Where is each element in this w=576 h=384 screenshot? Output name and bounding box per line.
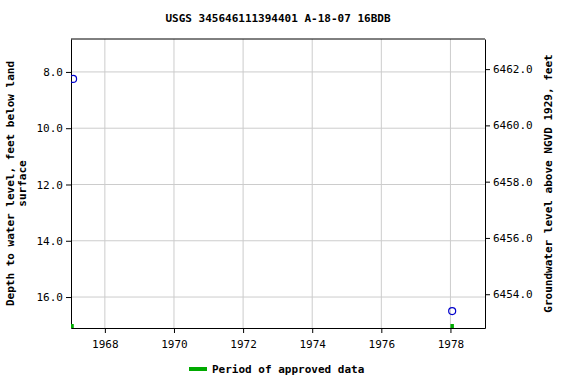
tick: 6456.0 <box>485 232 533 245</box>
tick-label: 1978 <box>438 338 465 351</box>
tick-mark <box>450 328 451 333</box>
tick: 6462.0 <box>485 63 533 76</box>
grid-line <box>71 128 485 129</box>
tick: 12.0 <box>37 179 72 192</box>
tick-mark <box>243 328 244 333</box>
tick-mark <box>381 328 382 333</box>
tick: 1974 <box>299 328 326 351</box>
axis: 1968 1970 1972 1974 1976 1978 <box>72 328 486 351</box>
tick-label: 1968 <box>92 338 119 351</box>
tick: 16.0 <box>37 291 72 304</box>
tick: 8.0 <box>43 66 71 79</box>
axis-title: surface <box>16 160 29 207</box>
tick: 1970 <box>161 328 188 351</box>
tick-label: 6458.0 <box>493 176 533 189</box>
tick: 14.0 <box>37 235 72 248</box>
tick-mark <box>312 328 313 333</box>
frame <box>71 39 485 40</box>
tick-mark <box>485 69 490 70</box>
tick: 1978 <box>438 328 465 351</box>
tick-mark <box>66 241 71 242</box>
tick-mark <box>174 328 175 333</box>
tick-label: 6456.0 <box>493 232 533 245</box>
axis-title: Groundwater level above NGVD 1929, feet <box>542 54 555 312</box>
tick: 6460.0 <box>485 119 533 132</box>
grid-line <box>312 39 313 328</box>
tick-label: 16.0 <box>37 291 64 304</box>
approved-period <box>450 324 453 328</box>
grid-line <box>381 39 382 328</box>
marks <box>71 75 456 328</box>
grid-line <box>173 39 174 328</box>
tick: 10.0 <box>37 122 72 135</box>
tick: 1976 <box>369 328 396 351</box>
grid-line <box>71 240 485 241</box>
grid-line <box>243 39 244 328</box>
legend: Period of approved data <box>189 363 364 376</box>
tick-mark <box>66 72 71 73</box>
axis: 6454.0 6456.0 6458.0 6460.0 6462.0 <box>485 40 533 329</box>
tick-label: 6460.0 <box>493 119 533 132</box>
grid-line <box>450 39 451 328</box>
chart: 1968 1970 1972 1974 1976 1978 8.0 10.0 12.0 14.0 1… <box>0 0 576 384</box>
tick-label: 1976 <box>369 338 396 351</box>
tick-label: 1970 <box>161 338 188 351</box>
grid-line <box>71 184 485 185</box>
tick: 1972 <box>230 328 257 351</box>
axis-line <box>72 328 486 329</box>
tick-label: 6462.0 <box>493 63 533 76</box>
tick-label: 12.0 <box>37 179 64 192</box>
grid-line <box>104 39 105 328</box>
tick-mark <box>485 125 490 126</box>
grid-line <box>71 71 485 72</box>
tick-mark <box>485 294 490 295</box>
tick-label: 8.0 <box>43 66 63 79</box>
point <box>449 308 456 315</box>
tick-mark <box>105 328 106 333</box>
tick-mark <box>66 184 71 185</box>
tick-label: 14.0 <box>37 235 64 248</box>
tick: 6454.0 <box>485 288 533 301</box>
tick-mark <box>485 182 490 183</box>
tick-mark <box>66 297 71 298</box>
tick-label: 1972 <box>230 338 257 351</box>
tick: 1968 <box>92 328 119 351</box>
tick: 6458.0 <box>485 176 533 189</box>
tick-mark <box>485 238 490 239</box>
approved-period <box>71 324 74 328</box>
axis-line <box>485 40 486 329</box>
point <box>71 75 77 82</box>
grid <box>71 39 485 328</box>
grid-line <box>71 297 485 298</box>
tick-mark <box>66 128 71 129</box>
legend-swatch <box>189 367 207 371</box>
tick-label: 1974 <box>299 338 326 351</box>
legend-label: Period of approved data <box>212 363 364 376</box>
title: USGS 345646111394401 A-18-07 16BDB <box>165 12 391 25</box>
tick-label: 10.0 <box>37 122 64 135</box>
tick-label: 6454.0 <box>493 288 533 301</box>
axis: 8.0 10.0 12.0 14.0 16.0 <box>37 40 72 329</box>
